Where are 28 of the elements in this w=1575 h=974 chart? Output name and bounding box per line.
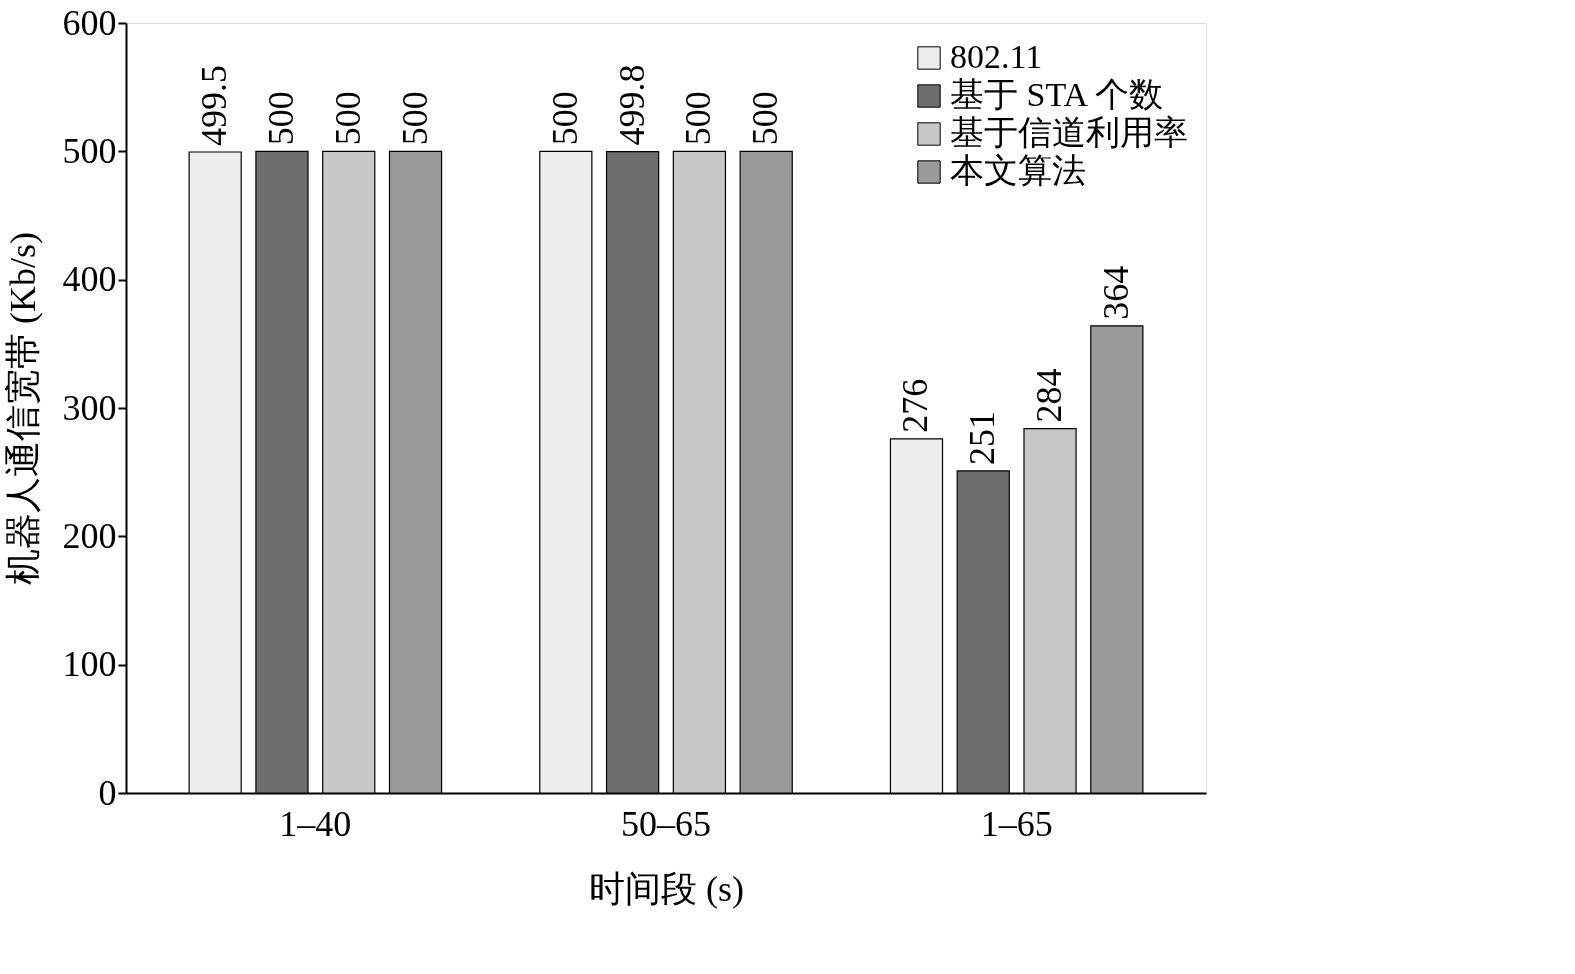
legend-label: 基于 STA 个数 <box>950 76 1163 113</box>
data-label: 500 <box>327 91 368 146</box>
y-tick-label: 400 <box>62 259 117 300</box>
data-label: 499.8 <box>611 64 652 146</box>
x-tick-label: 50–65 <box>621 803 711 844</box>
data-label: 251 <box>962 410 1003 465</box>
y-tick-label: 500 <box>62 130 117 171</box>
y-tick-label: 300 <box>62 387 117 428</box>
data-label: 500 <box>260 91 301 146</box>
data-label: 276 <box>895 378 936 433</box>
legend-label: 本文算法 <box>950 152 1086 189</box>
data-label: 499.5 <box>194 64 235 146</box>
x-tick-label: 1–65 <box>980 803 1053 844</box>
legend-label: 802.11 <box>950 38 1043 75</box>
data-label: 364 <box>1095 265 1136 320</box>
y-tick-label: 600 <box>62 2 117 43</box>
y-tick-label: 0 <box>98 772 117 813</box>
data-label: 500 <box>394 91 435 146</box>
data-label: 284 <box>1029 368 1070 423</box>
legend-label: 基于信道利用率 <box>950 114 1188 151</box>
y-axis-title: 机器人通信宽带 (Kb/s) <box>2 232 43 585</box>
x-axis-title: 时间段 (s) <box>589 868 744 909</box>
data-label: 500 <box>544 91 585 146</box>
x-tick-label: 1–40 <box>279 803 352 844</box>
data-label: 500 <box>678 91 719 146</box>
y-tick-label: 100 <box>62 644 117 685</box>
y-tick-label: 200 <box>62 515 117 556</box>
data-label: 500 <box>745 91 786 146</box>
